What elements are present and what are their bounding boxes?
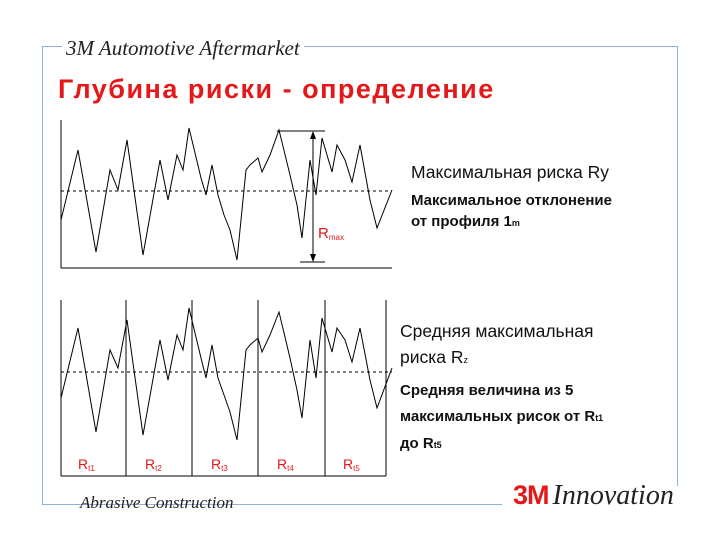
upper-heading: Максимальная риска Ry xyxy=(411,162,609,182)
upper-description: Максимальное отклонение от профиля 1m xyxy=(411,190,681,234)
brand-logo: 3M Innovation xyxy=(513,480,674,512)
upper-roughness-curve xyxy=(60,127,393,261)
lower-heading: Средняя максимальная риска Rz xyxy=(400,318,680,373)
segment-label-rt4: Rt4 xyxy=(277,456,294,473)
segment-label-rt5: Rt5 xyxy=(343,456,360,473)
frame-left-line xyxy=(42,46,43,504)
upper-profile: Rmax xyxy=(60,120,393,269)
lower-desc-line2: максимальных рисок от Rt1 xyxy=(400,408,604,425)
lower-description: Средняя величина из 5 максимальных рисок… xyxy=(400,378,680,458)
slide-title: Глубина риски - определение xyxy=(58,74,495,104)
frame-right-line xyxy=(677,46,678,486)
segment-label-rt3: Rt3 xyxy=(211,456,228,473)
lower-roughness-curve xyxy=(60,307,393,441)
rmax-arrowhead-bottom xyxy=(310,254,316,262)
segment-label-rt1: Rt1 xyxy=(78,456,95,473)
footer-title: Abrasive Construction xyxy=(80,493,234,512)
lower-heading-line2: риска Rz xyxy=(400,347,469,367)
lower-profile: Rt1 Rt2 Rt3 Rt4 Rt5 xyxy=(60,300,393,477)
upper-desc-line1: Максимальное отклонение xyxy=(411,192,612,209)
3m-logo: 3M xyxy=(513,480,550,510)
lower-desc-line3: до Rt5 xyxy=(400,435,442,452)
lower-heading-line1: Средняя максимальная xyxy=(400,321,594,341)
brand-tagline: Innovation xyxy=(552,480,674,511)
frame-top-line xyxy=(42,46,677,47)
segment-label-rt2: Rt2 xyxy=(145,456,162,473)
frame-bottom-line xyxy=(42,504,502,505)
lower-desc-line1: Средняя величина из 5 xyxy=(400,382,574,399)
upper-desc-line2: от профиля 1m xyxy=(411,213,520,230)
rmax-arrowhead-top xyxy=(310,131,316,139)
rmax-label: Rmax xyxy=(318,225,344,242)
header-title: 3M Automotive Aftermarket xyxy=(62,36,304,61)
